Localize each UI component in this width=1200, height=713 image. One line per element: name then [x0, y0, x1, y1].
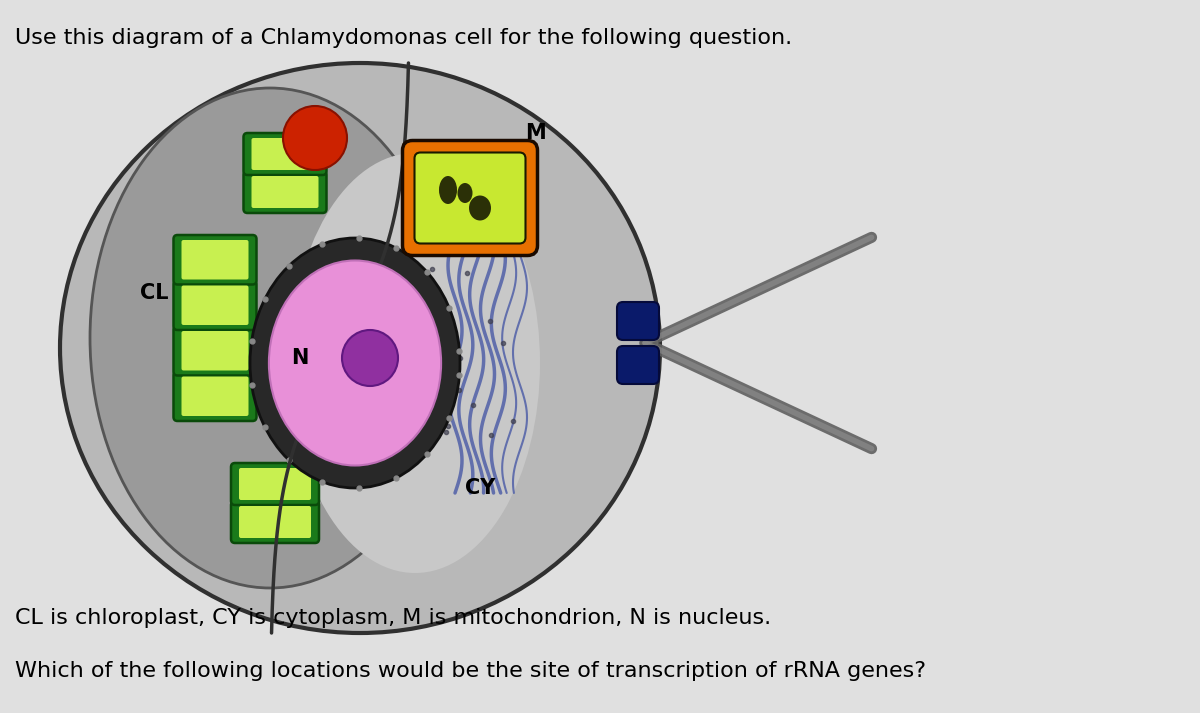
- Text: CL: CL: [140, 283, 168, 303]
- Text: M: M: [526, 123, 546, 143]
- Text: Which of the following locations would be the site of transcription of rRNA gene: Which of the following locations would b…: [14, 661, 926, 681]
- FancyBboxPatch shape: [174, 326, 257, 376]
- FancyBboxPatch shape: [617, 302, 659, 340]
- FancyBboxPatch shape: [239, 468, 311, 500]
- Text: Use this diagram of a Chlamydomonas cell for the following question.: Use this diagram of a Chlamydomonas cell…: [14, 28, 792, 48]
- FancyBboxPatch shape: [414, 153, 526, 244]
- Ellipse shape: [439, 176, 457, 204]
- FancyBboxPatch shape: [174, 371, 257, 421]
- FancyBboxPatch shape: [181, 376, 248, 416]
- Circle shape: [342, 330, 398, 386]
- FancyBboxPatch shape: [230, 463, 319, 505]
- Ellipse shape: [469, 195, 491, 220]
- FancyBboxPatch shape: [252, 138, 318, 170]
- Text: N: N: [292, 348, 308, 368]
- Ellipse shape: [457, 183, 473, 203]
- Text: CL is chloroplast, CY is cytoplasm, M is mitochondrion, N is nucleus.: CL is chloroplast, CY is cytoplasm, M is…: [14, 608, 772, 628]
- FancyBboxPatch shape: [617, 346, 659, 384]
- Ellipse shape: [290, 153, 540, 573]
- Ellipse shape: [269, 260, 442, 466]
- Circle shape: [283, 106, 347, 170]
- FancyBboxPatch shape: [174, 280, 257, 330]
- FancyBboxPatch shape: [402, 140, 538, 255]
- Ellipse shape: [60, 63, 660, 633]
- Ellipse shape: [90, 88, 450, 588]
- FancyBboxPatch shape: [244, 171, 326, 213]
- FancyBboxPatch shape: [181, 331, 248, 371]
- FancyBboxPatch shape: [239, 506, 311, 538]
- FancyBboxPatch shape: [181, 240, 248, 279]
- Ellipse shape: [250, 238, 460, 488]
- FancyBboxPatch shape: [244, 133, 326, 175]
- FancyBboxPatch shape: [181, 285, 248, 325]
- Text: CY: CY: [464, 478, 496, 498]
- FancyBboxPatch shape: [252, 176, 318, 208]
- FancyBboxPatch shape: [174, 235, 257, 284]
- FancyBboxPatch shape: [230, 501, 319, 543]
